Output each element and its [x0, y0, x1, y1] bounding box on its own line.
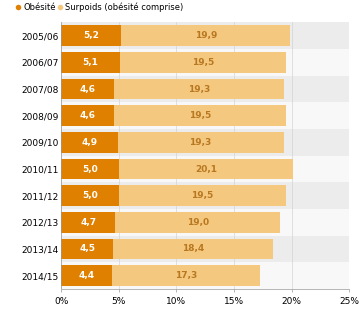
- Bar: [61, 76, 349, 102]
- Bar: [61, 156, 349, 182]
- Bar: [61, 132, 284, 153]
- Text: 17,3: 17,3: [175, 271, 197, 280]
- Bar: [61, 102, 349, 129]
- Bar: [61, 212, 115, 233]
- Text: 4,6: 4,6: [80, 84, 96, 94]
- Bar: [61, 239, 273, 259]
- Bar: [61, 182, 349, 209]
- Bar: [61, 79, 284, 100]
- Bar: [61, 52, 286, 73]
- Text: 4,6: 4,6: [80, 111, 96, 120]
- Bar: [61, 105, 114, 126]
- Text: 19,5: 19,5: [191, 191, 213, 200]
- Bar: [61, 49, 349, 76]
- Bar: [61, 132, 118, 153]
- Text: 5,1: 5,1: [83, 58, 99, 67]
- Text: 19,5: 19,5: [192, 58, 214, 67]
- Text: 5,2: 5,2: [83, 31, 99, 40]
- Bar: [61, 159, 293, 179]
- Text: 19,9: 19,9: [195, 31, 217, 40]
- Bar: [61, 52, 120, 73]
- Bar: [61, 25, 121, 46]
- Bar: [61, 159, 119, 179]
- Text: 19,3: 19,3: [189, 138, 212, 147]
- Text: 19,3: 19,3: [188, 84, 210, 94]
- Bar: [61, 236, 349, 262]
- Text: 5,0: 5,0: [82, 191, 98, 200]
- Bar: [61, 239, 113, 259]
- Bar: [61, 129, 349, 156]
- Text: 19,5: 19,5: [189, 111, 211, 120]
- Legend: Obésité, Surpoids (obésité comprise): Obésité, Surpoids (obésité comprise): [17, 3, 183, 12]
- Text: 20,1: 20,1: [195, 164, 217, 174]
- Text: 4,4: 4,4: [78, 271, 95, 280]
- Bar: [61, 25, 291, 46]
- Bar: [61, 265, 112, 286]
- Text: 18,4: 18,4: [182, 244, 204, 254]
- Bar: [61, 185, 119, 206]
- Text: 5,0: 5,0: [82, 164, 98, 174]
- Bar: [61, 212, 280, 233]
- Bar: [61, 105, 286, 126]
- Bar: [61, 262, 349, 289]
- Bar: [61, 185, 286, 206]
- Text: 4,7: 4,7: [80, 218, 96, 227]
- Text: 4,5: 4,5: [79, 244, 95, 254]
- Bar: [61, 209, 349, 236]
- Bar: [61, 79, 114, 100]
- Text: 19,0: 19,0: [186, 218, 209, 227]
- Text: 4,9: 4,9: [81, 138, 98, 147]
- Bar: [61, 22, 349, 49]
- Bar: [61, 265, 261, 286]
